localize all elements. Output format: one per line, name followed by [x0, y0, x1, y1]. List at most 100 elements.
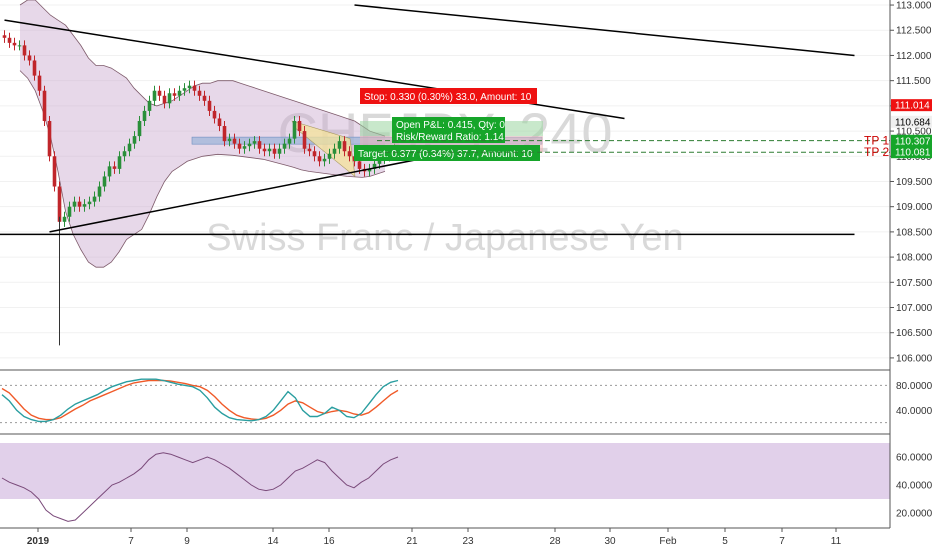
candle	[332, 143, 337, 159]
candle-body	[357, 161, 362, 169]
candle-body	[222, 126, 227, 142]
time-tick-label: 11	[831, 536, 842, 547]
price-marker-label: 110.081	[895, 148, 931, 159]
candle-body	[337, 141, 342, 149]
candle	[162, 90, 167, 109]
watermark-description: Swiss Franc / Japanese Yen	[206, 217, 683, 259]
candle-body	[332, 148, 337, 154]
rsi-band	[0, 443, 890, 499]
rsi-tick-label: 20.0000	[896, 509, 932, 520]
candle	[157, 85, 162, 101]
candle	[97, 181, 102, 202]
price-grid	[0, 4, 890, 359]
candle-body	[102, 176, 107, 187]
candle-body	[67, 206, 72, 217]
candle-body	[17, 45, 22, 47]
candle	[137, 115, 142, 142]
candle	[192, 80, 197, 96]
candle-body	[147, 100, 152, 111]
candle	[17, 40, 22, 51]
candle	[47, 115, 52, 162]
candle	[167, 88, 172, 109]
candle	[27, 50, 32, 66]
stoch-d-line	[1, 379, 399, 421]
candle	[67, 201, 72, 222]
price-marker-label: 110.307	[895, 136, 931, 147]
candle	[2, 30, 7, 43]
candle	[327, 148, 332, 164]
candle	[172, 88, 177, 101]
candle-body	[132, 136, 137, 144]
candle	[227, 133, 232, 147]
candle-body	[87, 201, 92, 205]
price-tick-label: 106.000	[896, 353, 932, 364]
candle	[317, 151, 322, 167]
candle-body	[257, 141, 262, 149]
candle-body	[32, 60, 37, 76]
candle-body	[167, 93, 172, 104]
candle-body	[202, 95, 207, 101]
candle-body	[112, 166, 117, 169]
candle	[132, 131, 137, 149]
candle	[177, 85, 182, 101]
price-marker: 110.081	[891, 146, 932, 159]
candle-body	[2, 35, 7, 38]
candle-body	[162, 95, 167, 104]
candle-body	[82, 204, 87, 207]
candle-body	[272, 148, 277, 154]
candle	[272, 143, 277, 159]
bollinger-upper-line	[19, 0, 386, 137]
candle-body	[12, 42, 17, 46]
time-tick-label: 7	[779, 536, 785, 547]
time-tick-label: 5	[722, 536, 728, 547]
stop-label-bg	[360, 88, 537, 104]
long-resistance[interactable]	[354, 4, 855, 57]
candle-body	[237, 143, 242, 149]
candle	[347, 146, 352, 162]
candle-body	[287, 138, 292, 144]
time-tick-label: 30	[604, 536, 616, 547]
candle	[82, 199, 87, 212]
candle-body	[22, 45, 27, 56]
candle	[117, 151, 122, 174]
price-tick-label: 109.000	[896, 202, 932, 213]
time-tick-label: 21	[406, 536, 418, 547]
candle-body	[127, 143, 132, 152]
price-marker-bg	[891, 146, 932, 159]
candle	[42, 85, 47, 127]
candle-body	[157, 90, 162, 96]
candle	[182, 83, 187, 96]
candle-body	[372, 163, 377, 169]
candle	[37, 70, 42, 96]
candle	[77, 196, 82, 212]
pnl-text: Open P&L: 0.415, Qty: 0	[396, 120, 505, 131]
candle-body	[312, 151, 317, 157]
stoch-k-line	[1, 378, 399, 423]
candle-body	[77, 201, 82, 207]
candle	[287, 133, 292, 149]
candle-body	[37, 75, 42, 91]
candle	[247, 138, 252, 152]
candle	[337, 136, 342, 154]
price-tick-label: 112.000	[896, 51, 932, 62]
candle	[242, 141, 247, 154]
candle-body	[142, 110, 147, 121]
candle-body	[197, 90, 202, 96]
price-tick-label: 107.500	[896, 278, 932, 289]
candle-body	[117, 156, 122, 169]
target-label-text: Target: 0.377 (0.34%) 37.7, Amount: 10	[358, 149, 533, 160]
price-marker-label: 110.684	[895, 117, 931, 128]
candle	[212, 105, 217, 124]
time-tick-label: 28	[549, 536, 561, 547]
target-label: Target: 0.377 (0.34%) 37.7, Amount: 10	[354, 145, 540, 161]
candle	[92, 191, 97, 207]
price-tick-label: 110.500	[896, 127, 932, 138]
candle-body	[47, 120, 52, 157]
candle	[112, 161, 117, 174]
candle-body	[377, 158, 382, 164]
candle	[222, 120, 227, 147]
lower-trendline[interactable]	[49, 150, 460, 233]
